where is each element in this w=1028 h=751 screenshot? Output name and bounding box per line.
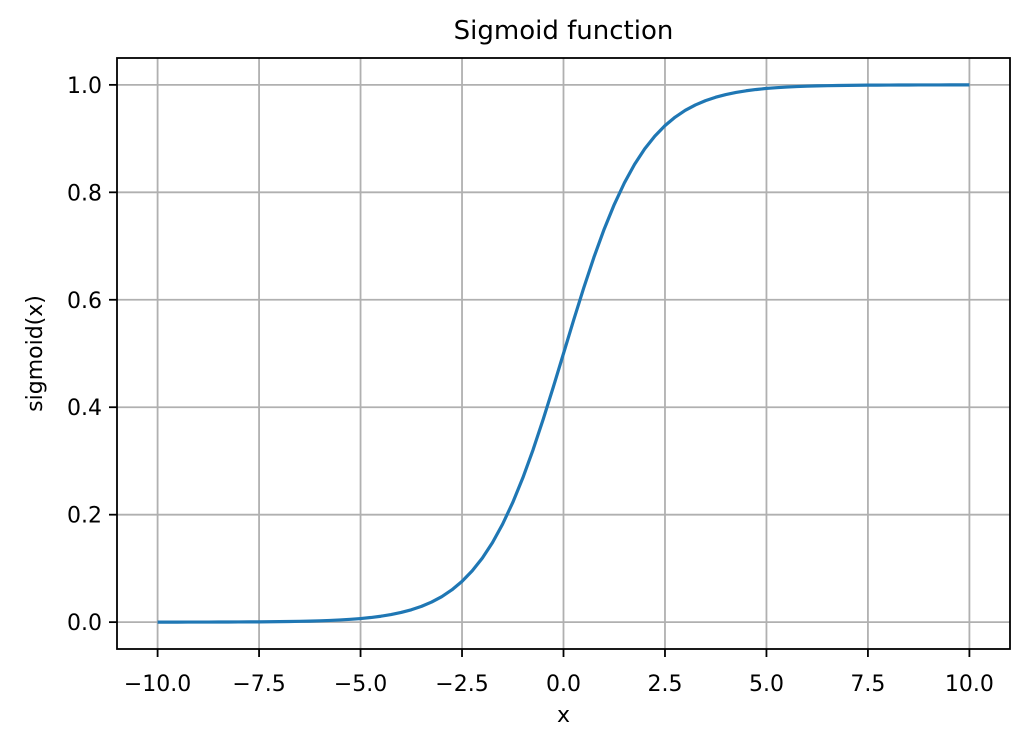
x-tick-label: 7.5 bbox=[850, 672, 885, 697]
x-axis-label: x bbox=[557, 703, 570, 728]
x-tick-label: 5.0 bbox=[749, 672, 784, 697]
x-tick-label: 0.0 bbox=[546, 672, 581, 697]
chart-title: Sigmoid function bbox=[454, 16, 674, 46]
x-tick-label: −10.0 bbox=[124, 672, 191, 697]
y-axis-label: sigmoid(x) bbox=[23, 295, 48, 412]
x-tick-label: 10.0 bbox=[945, 672, 994, 697]
y-tick-label: 0.0 bbox=[67, 611, 102, 636]
y-tick-label: 0.2 bbox=[67, 504, 102, 529]
x-tick-label: −5.0 bbox=[334, 672, 387, 697]
y-tick-label: 0.6 bbox=[67, 289, 102, 314]
plot-area: −10.0 −7.5 −5.0 −2.5 0.0 2.5 5.0 7.5 10.0 0.0 0.2 0… bbox=[67, 57, 1011, 697]
y-tick-label: 1.0 bbox=[67, 74, 102, 99]
x-tick-label: −7.5 bbox=[232, 672, 285, 697]
y-tick-label: 0.4 bbox=[67, 396, 102, 421]
y-tick-label: 0.8 bbox=[67, 181, 102, 206]
x-tick-label: 2.5 bbox=[647, 672, 682, 697]
sigmoid-line bbox=[157, 83, 970, 624]
x-tick-label: −2.5 bbox=[435, 672, 488, 697]
